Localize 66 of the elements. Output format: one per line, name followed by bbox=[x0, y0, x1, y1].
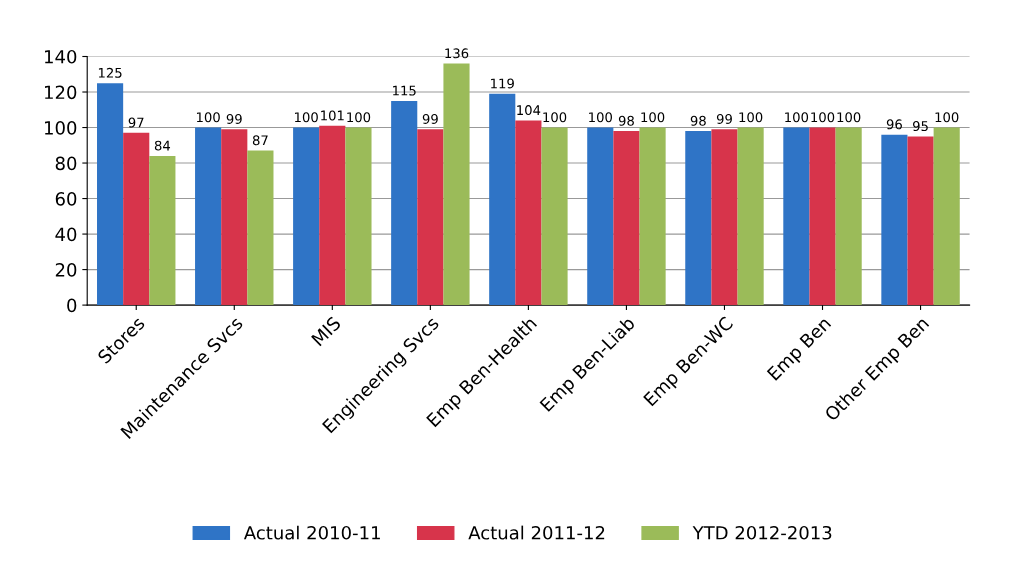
bar bbox=[345, 127, 372, 306]
data-label: 136 bbox=[445, 48, 469, 59]
data-label: 100 bbox=[196, 112, 220, 123]
data-label: 100 bbox=[837, 112, 861, 123]
data-label: 100 bbox=[785, 112, 809, 123]
bar bbox=[221, 129, 248, 306]
bar bbox=[391, 100, 418, 306]
data-label: 99 bbox=[716, 113, 732, 124]
bar bbox=[809, 127, 836, 306]
data-label: 100 bbox=[295, 112, 318, 123]
data-label: 95 bbox=[912, 121, 928, 132]
bar bbox=[247, 150, 274, 306]
bar bbox=[149, 155, 176, 306]
bar bbox=[587, 127, 614, 306]
legend-label: YTD 2012-2013 bbox=[692, 525, 832, 540]
bar bbox=[881, 134, 908, 306]
data-label: 100 bbox=[589, 112, 612, 123]
data-label: 100 bbox=[811, 112, 835, 123]
data-label: 99 bbox=[422, 113, 438, 124]
bar bbox=[613, 131, 640, 306]
bar bbox=[515, 120, 542, 306]
data-label: 98 bbox=[690, 115, 706, 126]
data-label: 104 bbox=[517, 105, 541, 116]
bar bbox=[195, 127, 222, 306]
y-tick-label: 0 bbox=[67, 298, 77, 313]
y-tick-label: 120 bbox=[45, 85, 77, 100]
bar bbox=[123, 132, 150, 306]
y-tick-label: 80 bbox=[55, 156, 77, 171]
bar bbox=[783, 127, 810, 306]
bar bbox=[933, 127, 960, 306]
legend-label: Actual 2011-12 bbox=[468, 525, 605, 540]
bar bbox=[319, 125, 346, 306]
bar bbox=[97, 83, 124, 306]
bar bbox=[907, 136, 934, 306]
y-tick-label: 60 bbox=[55, 192, 77, 206]
y-tick-label: 40 bbox=[55, 227, 77, 242]
data-label: 96 bbox=[886, 119, 902, 130]
data-label: 100 bbox=[739, 112, 763, 123]
bar bbox=[737, 127, 764, 306]
bar bbox=[489, 93, 516, 306]
y-tick-label: 100 bbox=[45, 120, 77, 135]
bar bbox=[417, 129, 444, 306]
data-label: 84 bbox=[154, 140, 171, 151]
data-label: 101 bbox=[321, 110, 344, 121]
data-label: 100 bbox=[641, 112, 665, 123]
bar bbox=[293, 127, 320, 306]
data-label: 119 bbox=[491, 78, 514, 89]
bar bbox=[711, 129, 738, 306]
data-label: 100 bbox=[347, 112, 371, 123]
data-label: 125 bbox=[98, 67, 122, 78]
bar bbox=[541, 127, 568, 306]
bar bbox=[639, 127, 666, 306]
data-label: 99 bbox=[226, 113, 242, 124]
y-tick-label: 140 bbox=[45, 49, 77, 64]
data-label: 87 bbox=[252, 135, 268, 146]
bar bbox=[835, 127, 862, 306]
bar bbox=[443, 63, 470, 306]
data-label: 100 bbox=[543, 112, 567, 123]
data-label: 100 bbox=[935, 112, 959, 123]
data-label: 115 bbox=[393, 85, 416, 96]
data-label: 97 bbox=[128, 117, 144, 128]
y-tick-label: 20 bbox=[55, 263, 77, 277]
bar bbox=[685, 131, 712, 306]
data-label: 98 bbox=[618, 115, 634, 126]
x-tick-label: MIS bbox=[310, 315, 342, 347]
legend-label: Actual 2010-11 bbox=[243, 525, 380, 540]
